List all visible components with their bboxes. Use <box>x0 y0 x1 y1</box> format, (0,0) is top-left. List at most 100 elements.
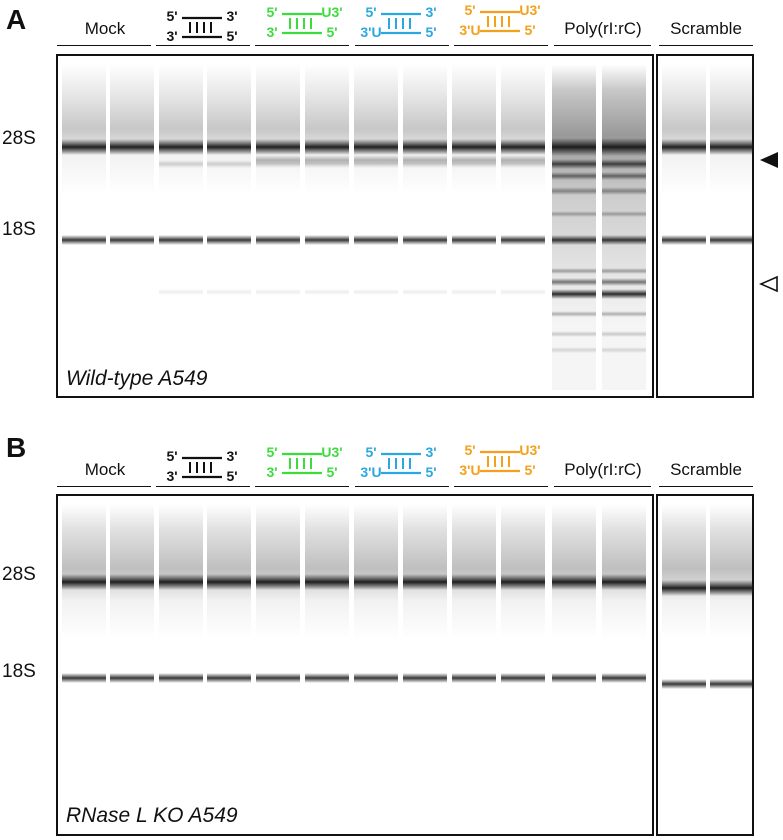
strand-end-label: 5' <box>425 24 436 40</box>
open-arrowhead-icon <box>759 275 778 293</box>
gel-lane <box>403 504 447 828</box>
strand-end-label: U3' <box>519 2 540 18</box>
strand-end-label: 5' <box>464 442 475 458</box>
underline-scramble-b <box>659 486 753 487</box>
strand-end-label: 5' <box>326 464 337 480</box>
underline-duplex-black <box>156 45 250 46</box>
gel-panel-a <box>56 54 654 398</box>
strand-end-label: 5' <box>266 444 277 460</box>
strand-end-label: U3' <box>321 4 342 20</box>
strand-end-label: 3' <box>425 444 436 460</box>
gel-lane <box>501 64 545 390</box>
gel-lane <box>602 64 646 390</box>
underline-duplex-orange-b <box>454 486 548 487</box>
strand-end-label: 5' <box>226 468 237 484</box>
strand-end-label: 3'U <box>360 24 381 40</box>
strand-end-label: 3' <box>166 468 177 484</box>
label-poly-b: Poly(rI:rC) <box>564 460 642 479</box>
gel-lane <box>305 504 349 828</box>
underline-duplex-blue-b <box>355 486 449 487</box>
duplex-orange-b: 5' U3' 3'U 5' <box>456 442 548 480</box>
duplex-blue: 5' 3' 3'U 5' <box>357 4 449 42</box>
underline-poly-b <box>554 486 651 487</box>
gel-lane <box>354 64 398 390</box>
underline-duplex-green-b <box>255 486 349 487</box>
gel-lane <box>256 64 300 390</box>
gel-lane <box>354 504 398 828</box>
label-scramble: Scramble <box>670 19 742 38</box>
strand-end-label: 3' <box>266 464 277 480</box>
strand-end-label: 3' <box>226 8 237 24</box>
underline-mock-b <box>57 486 151 487</box>
gel-lane <box>305 64 349 390</box>
gel-lane <box>207 504 251 828</box>
gel-panel-b <box>56 494 654 836</box>
gel-lane <box>159 64 203 390</box>
gel-lane <box>256 504 300 828</box>
marker-28s-b: 28S <box>2 564 36 585</box>
marker-28s-a: 28S <box>2 128 36 149</box>
gel-lane <box>159 504 203 828</box>
panel-letter-a: A <box>6 4 27 35</box>
gel-lane <box>62 504 106 828</box>
underline-scramble <box>659 45 753 46</box>
strand-end-label: 3' <box>425 4 436 20</box>
filled-arrowhead-icon <box>760 152 778 168</box>
duplex-green: 5' U3' 3' 5' <box>258 4 350 42</box>
underline-duplex-blue <box>355 45 449 46</box>
strand-end-label: U3' <box>321 444 342 460</box>
duplex-orange: 5' U3' 3'U 5' <box>456 2 548 40</box>
strand-end-label: 5' <box>365 4 376 20</box>
gel-lane <box>110 64 154 390</box>
strand-end-label: 5' <box>425 464 436 480</box>
gel-lane <box>602 504 646 828</box>
gel-lane <box>207 64 251 390</box>
duplex-black-b: 5' 3' 3' 5' <box>158 448 250 486</box>
label-scramble-b: Scramble <box>670 460 742 479</box>
gel-lane <box>662 64 706 390</box>
underline-duplex-green <box>255 45 349 46</box>
gel-lane <box>710 64 754 390</box>
strand-end-label: 3'U <box>459 462 480 478</box>
strand-end-label: 5' <box>326 24 337 40</box>
strand-end-label: 3' <box>266 24 277 40</box>
marker-18s-b: 18S <box>2 661 36 682</box>
strand-end-label: U3' <box>519 442 540 458</box>
strand-end-label: 5' <box>464 2 475 18</box>
underline-poly <box>554 45 651 46</box>
label-poly: Poly(rI:rC) <box>564 19 642 38</box>
strand-end-label: 3'U <box>360 464 381 480</box>
strand-end-label: 5' <box>166 8 177 24</box>
marker-18s-a: 18S <box>2 219 36 240</box>
gel-lane <box>501 504 545 828</box>
gel-lane <box>62 64 106 390</box>
strand-end-label: 5' <box>524 22 535 38</box>
gel-lane <box>662 504 706 828</box>
strand-end-label: 5' <box>266 4 277 20</box>
strand-end-label: 5' <box>365 444 376 460</box>
gel-lane <box>110 504 154 828</box>
strand-end-label: 3'U <box>459 22 480 38</box>
gel-lane <box>710 504 754 828</box>
panel-letter-b: B <box>6 432 27 463</box>
underline-duplex-orange <box>454 45 548 46</box>
caption-b: RNase L KO A549 <box>66 804 238 827</box>
label-mock-b: Mock <box>84 460 126 479</box>
strand-end-label: 3' <box>226 448 237 464</box>
duplex-green-b: 5' U3' 3' 5' <box>258 444 350 482</box>
gel-lane <box>403 64 447 390</box>
underline-duplex-black-b <box>156 486 250 487</box>
strand-end-label: 5' <box>226 28 237 44</box>
underline-mock <box>57 45 151 46</box>
label-mock: Mock <box>84 19 126 38</box>
strand-end-label: 5' <box>524 462 535 478</box>
gel-lane <box>552 504 596 828</box>
gel-panel-a-scramble <box>656 54 754 398</box>
gel-lane <box>452 504 496 828</box>
gel-lane <box>452 64 496 390</box>
duplex-blue-b: 5' 3' 3'U 5' <box>357 444 449 482</box>
gel-panel-b-scramble <box>656 494 754 836</box>
gel-lane <box>552 64 596 390</box>
strand-end-label: 3' <box>166 28 177 44</box>
duplex-black: 5' 3' 3' 5' <box>158 8 250 46</box>
